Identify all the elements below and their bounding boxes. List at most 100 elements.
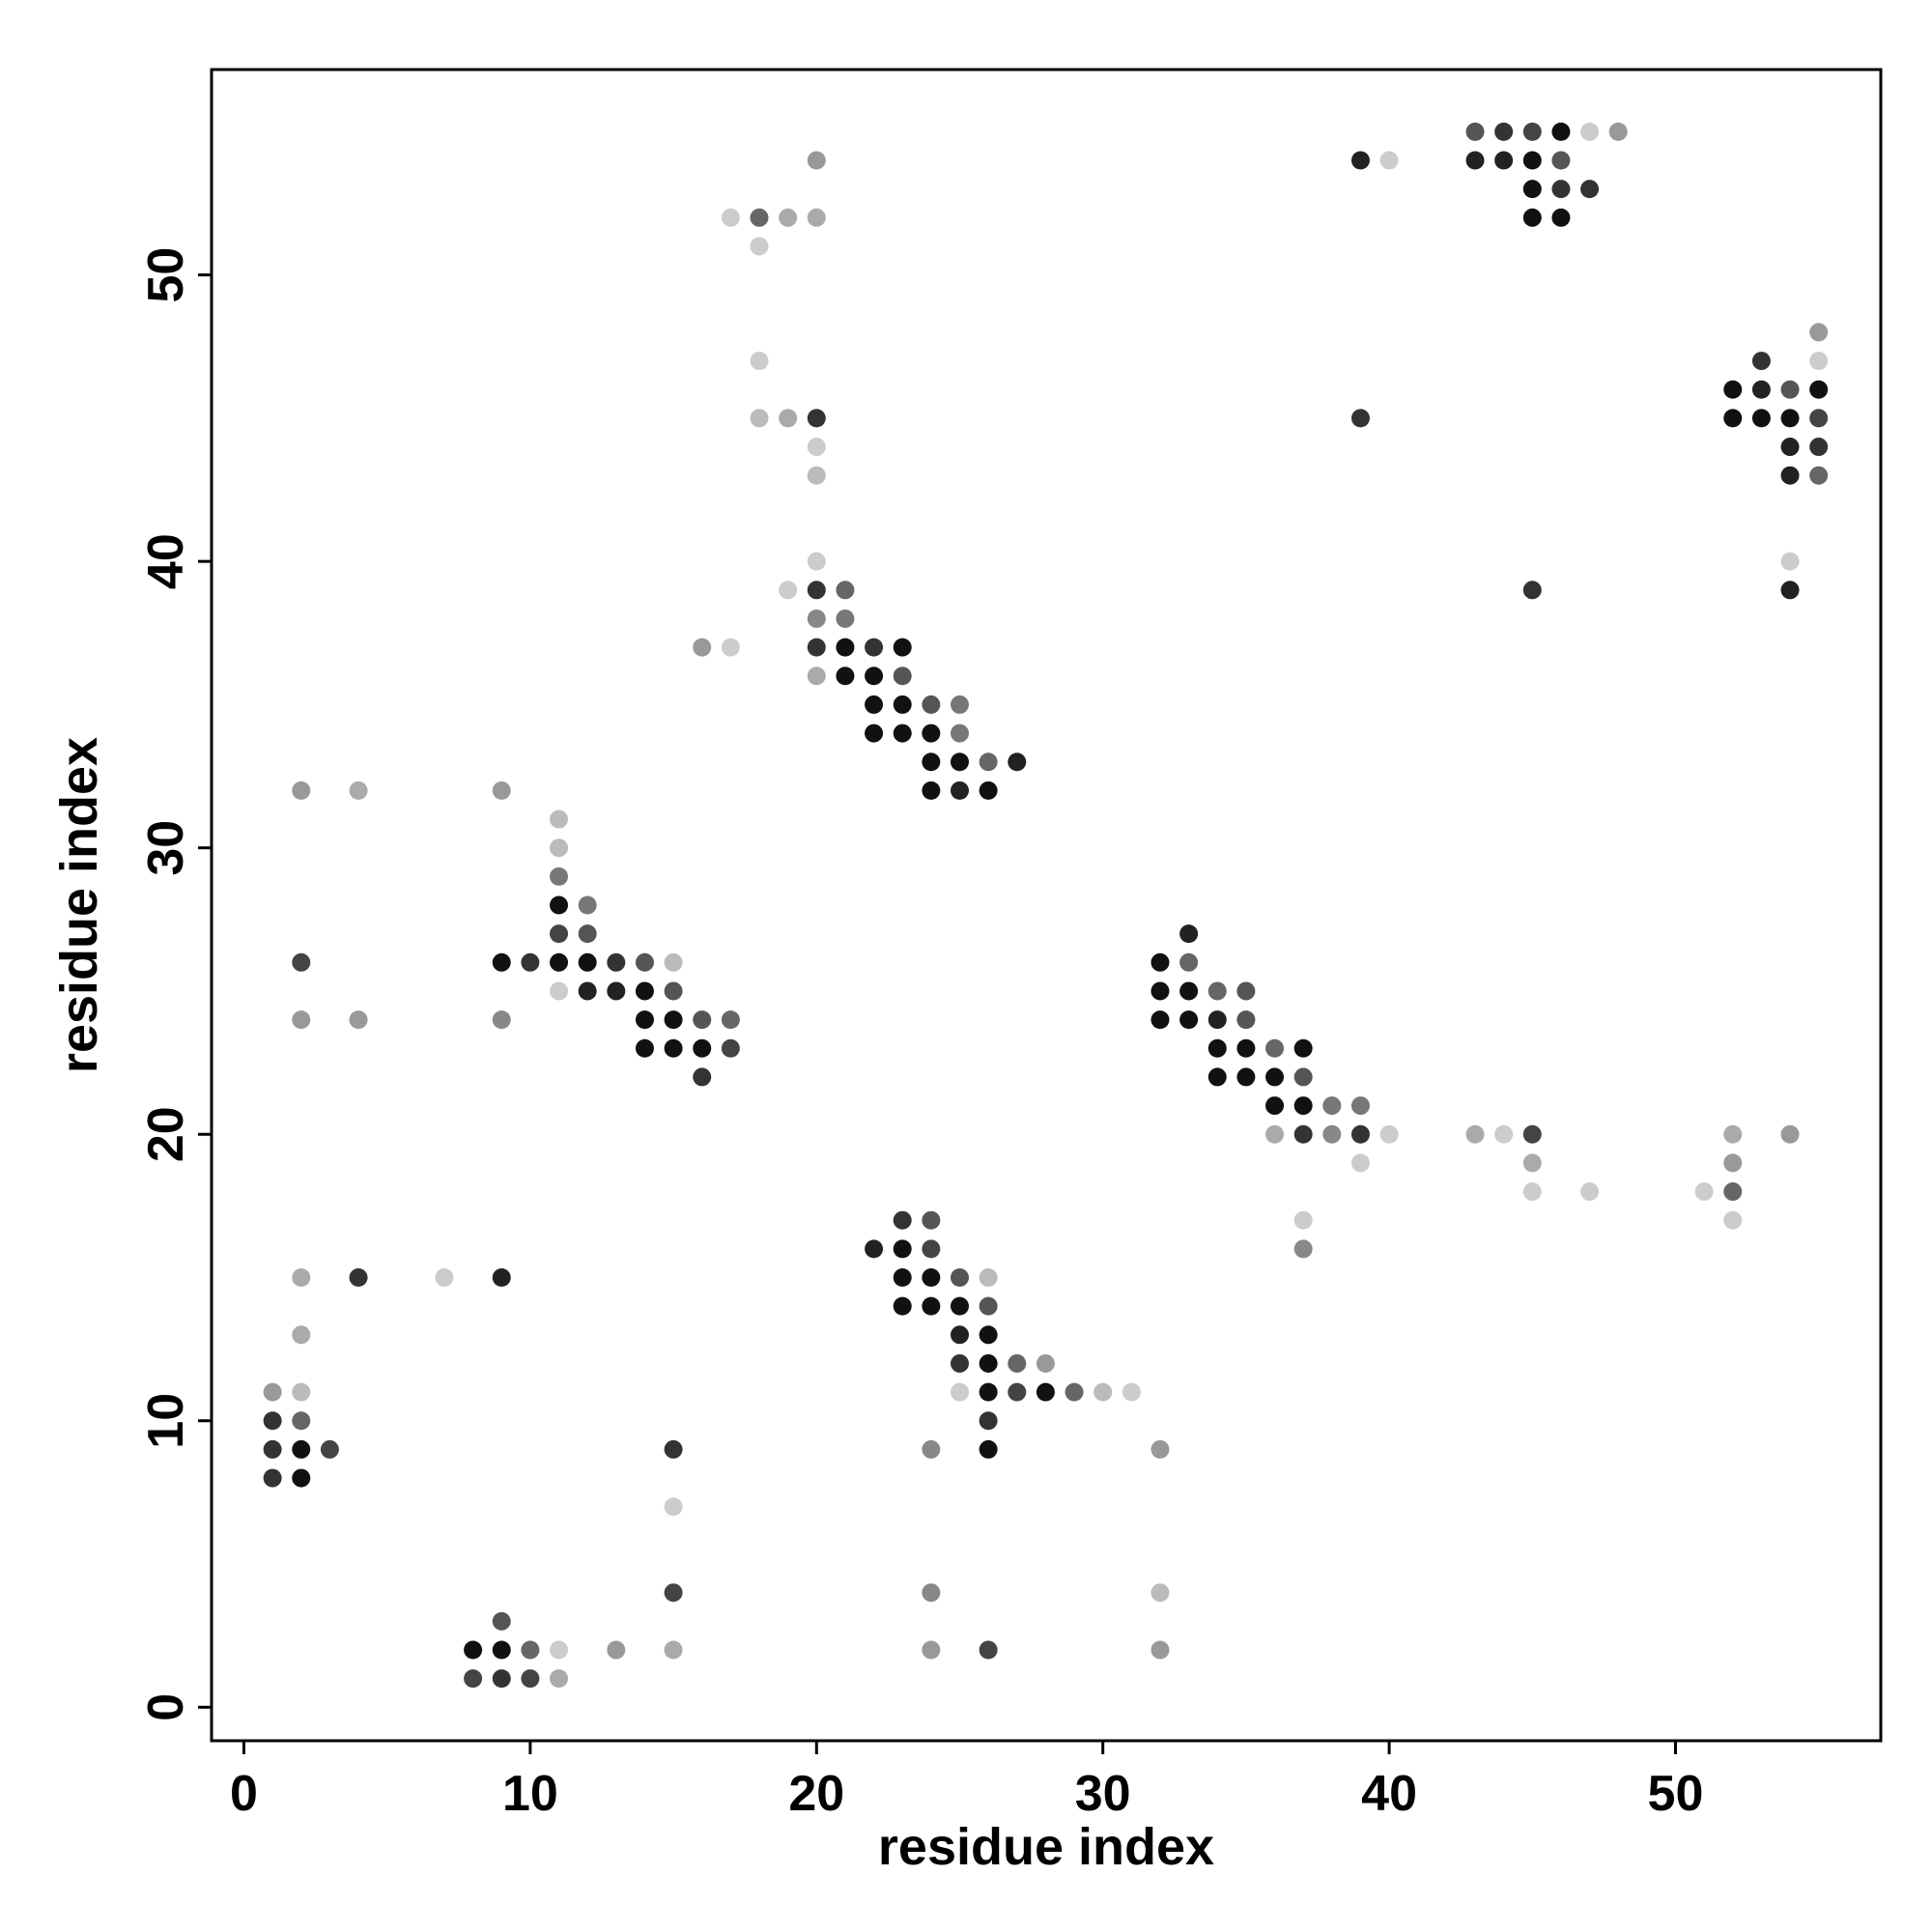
point xyxy=(521,952,540,972)
point xyxy=(721,208,740,227)
point xyxy=(893,724,912,743)
point xyxy=(979,1267,998,1287)
point xyxy=(950,1267,969,1287)
point xyxy=(979,1382,998,1402)
point xyxy=(807,438,826,457)
x-tick-label: 40 xyxy=(1361,1766,1417,1822)
point xyxy=(292,1382,311,1402)
point xyxy=(1780,552,1800,571)
point xyxy=(922,1296,941,1316)
point xyxy=(1179,952,1199,972)
point xyxy=(521,1640,540,1660)
point xyxy=(922,1439,941,1459)
point xyxy=(1208,1067,1227,1087)
point xyxy=(607,952,626,972)
point xyxy=(292,952,311,972)
x-tick-label: 0 xyxy=(230,1766,258,1822)
point xyxy=(922,1210,941,1230)
point xyxy=(1551,180,1571,199)
point xyxy=(578,981,597,1001)
point xyxy=(779,581,798,600)
point xyxy=(292,1010,311,1030)
point xyxy=(979,781,998,800)
x-tick-label: 50 xyxy=(1648,1766,1704,1822)
point xyxy=(292,1267,311,1287)
point xyxy=(1208,981,1227,1001)
point xyxy=(1179,981,1199,1001)
point xyxy=(1551,151,1571,170)
point xyxy=(1809,380,1829,399)
point xyxy=(550,810,569,829)
point xyxy=(492,952,511,972)
point xyxy=(893,1267,912,1287)
point xyxy=(492,1267,511,1287)
point xyxy=(550,895,569,915)
point xyxy=(1723,380,1743,399)
point xyxy=(664,952,683,972)
point xyxy=(1465,1124,1485,1144)
point xyxy=(464,1669,483,1689)
point xyxy=(1494,122,1514,141)
point xyxy=(1522,180,1542,199)
point xyxy=(1151,1010,1170,1030)
point xyxy=(664,1010,683,1030)
point xyxy=(550,867,569,886)
point xyxy=(521,1669,540,1689)
point xyxy=(693,1010,712,1030)
y-tick-label: 40 xyxy=(138,533,194,589)
point xyxy=(1379,1124,1399,1144)
point xyxy=(979,1296,998,1316)
point xyxy=(607,1640,626,1660)
point xyxy=(922,724,941,743)
point xyxy=(1008,753,1027,772)
point xyxy=(292,1325,311,1345)
point xyxy=(435,1267,454,1287)
point xyxy=(1265,1067,1285,1087)
point xyxy=(635,1010,654,1030)
point xyxy=(807,638,826,657)
point xyxy=(1293,1038,1313,1058)
point xyxy=(664,1497,683,1517)
point xyxy=(578,895,597,915)
point xyxy=(492,1010,511,1030)
point xyxy=(1465,122,1485,141)
point xyxy=(1522,1182,1542,1202)
point xyxy=(1122,1382,1141,1402)
point xyxy=(779,208,798,227)
point xyxy=(664,1439,683,1459)
point xyxy=(1522,151,1542,170)
point xyxy=(1494,151,1514,170)
point xyxy=(1151,1640,1170,1660)
point xyxy=(807,208,826,227)
point xyxy=(1208,1010,1227,1030)
point xyxy=(1151,952,1170,972)
point xyxy=(263,1411,282,1431)
point xyxy=(1236,1010,1256,1030)
point xyxy=(1780,380,1800,399)
y-tick-label: 50 xyxy=(138,247,194,303)
x-tick-label: 20 xyxy=(788,1766,844,1822)
point xyxy=(922,1267,941,1287)
point xyxy=(550,838,569,858)
point xyxy=(492,781,511,800)
point xyxy=(1008,1382,1027,1402)
point xyxy=(1723,1182,1743,1202)
point xyxy=(1751,352,1771,371)
point xyxy=(1350,1124,1370,1144)
point xyxy=(607,981,626,1001)
point xyxy=(1465,151,1485,170)
point xyxy=(1293,1096,1313,1116)
x-axis-title: residue index xyxy=(878,1818,1214,1876)
point xyxy=(922,1640,941,1660)
point xyxy=(1522,208,1542,227)
point xyxy=(1179,1010,1199,1030)
point xyxy=(1780,409,1800,428)
point xyxy=(979,1439,998,1459)
y-axis-title: residue index xyxy=(50,737,108,1073)
point xyxy=(1580,1182,1600,1202)
point xyxy=(1723,1124,1743,1144)
point xyxy=(950,1325,969,1345)
point xyxy=(950,695,969,714)
point xyxy=(893,1296,912,1316)
point xyxy=(750,237,769,256)
